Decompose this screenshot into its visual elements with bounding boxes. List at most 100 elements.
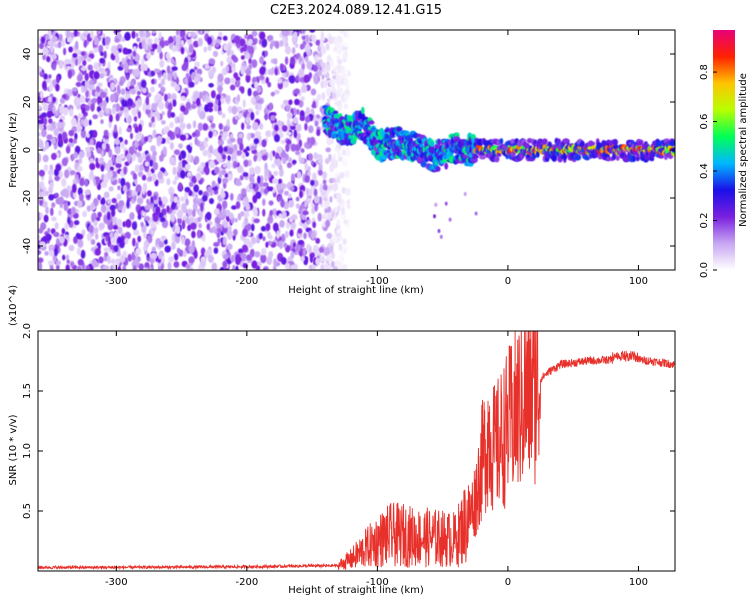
spectrogram-cell [251, 59, 258, 68]
spectrogram-cell [237, 165, 244, 174]
spectrogram-cell [336, 228, 343, 234]
spectrogram-cell [146, 53, 151, 60]
spectrogram-cell [235, 150, 243, 156]
spectrogram-cell [213, 104, 219, 112]
spectrogram-cell [207, 254, 214, 263]
spectrogram-cell [588, 141, 596, 147]
spectrogram-cell [297, 228, 303, 234]
spectrogram-cell [201, 195, 208, 202]
spectrogram-cell [287, 157, 293, 163]
spectrogram-cell [437, 229, 441, 233]
spectrogram-cell [313, 195, 320, 205]
spectrogram-cell [153, 68, 160, 74]
spectrogram-cell [41, 129, 47, 138]
spectrogram-cell [150, 70, 156, 77]
spectrogram-cell [54, 175, 60, 181]
spectrogram-cell [136, 90, 141, 96]
spectrogram-cell [298, 57, 302, 62]
spectrogram-cell [286, 139, 292, 145]
spectrogram-cell [277, 196, 283, 202]
spectrogram-cell [296, 108, 300, 115]
spectrogram-cell [39, 42, 44, 50]
spectrogram-cell [236, 106, 243, 113]
spectrogram-cell [264, 168, 270, 177]
spectrogram-cell [334, 101, 340, 106]
spectrogram-cell [166, 178, 171, 186]
spectrogram-cell [253, 218, 260, 224]
spectrogram-cell [109, 204, 116, 211]
spectrogram-cell [50, 265, 54, 270]
spectrogram-cell [163, 239, 168, 245]
spectrogram-cell [209, 58, 216, 65]
spectrogram-cell [262, 198, 266, 206]
spectrogram-cell [342, 238, 347, 245]
spectrogram-cell [234, 80, 241, 88]
spectrogram-cell [232, 264, 236, 270]
spectrogram-cell [73, 151, 79, 159]
spectrogram-cell [139, 30, 144, 37]
spectrogram-cell [54, 222, 59, 230]
spectrogram-cell [161, 196, 168, 205]
spectrogram-cell [61, 228, 66, 235]
spectrogram-cell [80, 51, 86, 56]
spectrogram-cell [112, 225, 119, 230]
spectrogram-cell [342, 149, 346, 156]
spectrogram-cell [252, 90, 259, 98]
spectrogram-cell [50, 41, 56, 47]
spectrogram-cell [172, 179, 177, 185]
spectrogram-cell [138, 263, 144, 270]
spectrogram-cell [134, 68, 141, 78]
spectrogram-cell [82, 59, 87, 66]
spectrogram-cell [434, 202, 438, 207]
spectrogram-cell [101, 197, 106, 205]
spectrogram-cell [325, 158, 330, 165]
spectrogram-cell [296, 171, 302, 179]
spectrogram-cell [180, 170, 186, 179]
spectrogram-cell [286, 112, 293, 120]
spectrogram-cell [45, 206, 49, 215]
spectrogram-cell [116, 218, 123, 227]
spectrogram-cell [361, 106, 365, 115]
spectrogram-cell [258, 232, 263, 240]
spectrogram-cell [226, 50, 231, 57]
spectrogram-cell [106, 211, 111, 221]
spectrogram-cell [136, 152, 142, 158]
spectrogram-cell [235, 181, 242, 187]
spectrogram-cell [325, 147, 332, 153]
spectrogram-cell [66, 37, 73, 43]
spectrogram-cell [217, 145, 224, 154]
spectrogram-cell [168, 256, 175, 263]
colorbar-tick-label: 0.6 [699, 114, 710, 130]
spectrogram-cell [311, 34, 317, 44]
spectrogram-cell [217, 140, 224, 145]
spectrogram-cell [187, 171, 192, 178]
spectrogram-cell [205, 211, 212, 221]
spectrogram-cell [324, 247, 331, 257]
spectrogram-cell [280, 103, 286, 110]
spectrogram-cell [168, 36, 174, 45]
spectrogram-cell [203, 166, 208, 173]
spectrogram-cell [574, 154, 582, 161]
spectrogram-cell [90, 202, 95, 209]
spectrogram-cell [318, 156, 323, 165]
spectrogram-cell [67, 69, 73, 79]
spectrogram-xtick-label: 0 [505, 276, 511, 287]
spectrogram-cell [69, 108, 74, 117]
spectrogram-cell [48, 74, 52, 79]
spectrogram-cell [181, 63, 188, 72]
spectrogram-cell [335, 148, 340, 153]
spectrogram-cell [340, 206, 346, 215]
spectrogram-cell [279, 132, 284, 139]
spectrogram-cell [286, 131, 292, 136]
spectrogram-cell [140, 221, 144, 227]
spectrogram-cell [243, 211, 250, 218]
spectrogram-cell [327, 184, 334, 191]
spectrogram-cell [170, 112, 176, 118]
spectrogram-cell [289, 229, 294, 237]
spectrogram-cell [114, 145, 121, 155]
spectrogram-cell [194, 193, 199, 203]
spectrogram-cell [171, 93, 177, 102]
spectrogram-cell [331, 260, 335, 268]
snr-xtick-label: 100 [629, 577, 648, 588]
spectrogram-cell [118, 200, 125, 207]
